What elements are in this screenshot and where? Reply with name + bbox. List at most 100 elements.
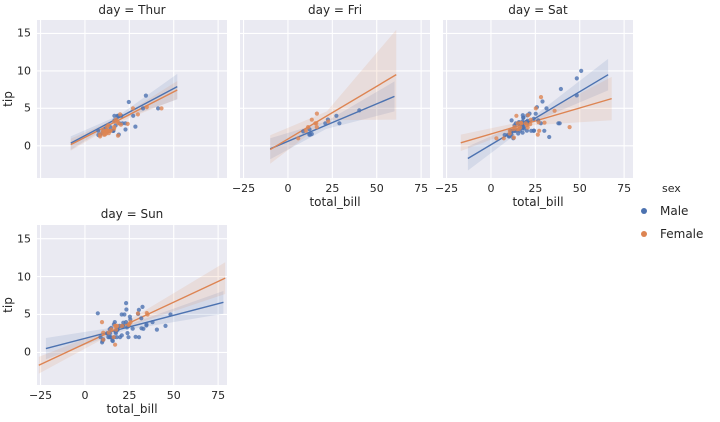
scatter-point-female bbox=[118, 112, 123, 117]
scatter-point-female bbox=[106, 330, 111, 335]
facet-panel bbox=[443, 20, 633, 178]
scatter-point-female bbox=[536, 120, 541, 125]
facet-panel bbox=[37, 225, 227, 385]
scatter-point-male bbox=[509, 118, 514, 123]
scatter-point-male bbox=[126, 335, 131, 340]
regression-line-male bbox=[70, 86, 178, 144]
facet-title-sat: day = Sat bbox=[508, 3, 568, 17]
regression-line-male bbox=[467, 74, 609, 160]
x-axis-label: total_bill bbox=[309, 195, 361, 209]
scatter-point-female bbox=[525, 125, 530, 130]
scatter-point-male bbox=[540, 99, 545, 104]
scatter-point-male bbox=[574, 93, 579, 98]
scatter-point-female bbox=[303, 128, 308, 133]
scatter-point-male bbox=[502, 132, 507, 138]
scatter-point-male bbox=[334, 113, 339, 118]
scatter-point-female bbox=[106, 123, 111, 128]
scatter-point-female bbox=[113, 327, 119, 332]
scatter-point-female bbox=[494, 136, 499, 141]
scatter-point-male bbox=[309, 131, 314, 137]
x-tick-label: 50 bbox=[166, 389, 181, 402]
female-marker-icon bbox=[641, 231, 647, 237]
legend-item-male: Male bbox=[641, 204, 703, 218]
scatter-point-male bbox=[529, 128, 534, 133]
scatter-point-female bbox=[135, 112, 140, 117]
scatter-point-male bbox=[110, 338, 115, 344]
scatter-point-female bbox=[538, 95, 544, 100]
y-tick-label: 0 bbox=[24, 139, 31, 153]
scatter-point-male bbox=[112, 320, 117, 325]
scatter-point-female bbox=[125, 121, 130, 126]
facet-title-thur: day = Thur bbox=[98, 3, 166, 17]
scatter-point-female bbox=[542, 120, 547, 125]
y-axis-label: tip bbox=[1, 297, 15, 313]
scatter-point-female bbox=[326, 119, 331, 124]
regression-line-female bbox=[269, 74, 397, 151]
scatter-point-female bbox=[115, 133, 121, 138]
scatter-point-male bbox=[144, 322, 149, 327]
y-tick-label: 10 bbox=[17, 270, 31, 284]
scatter-point-female bbox=[97, 132, 102, 137]
scatter-point-female bbox=[507, 128, 512, 133]
scatter-point-male bbox=[96, 128, 101, 133]
scatter-point-female bbox=[113, 342, 118, 347]
x-tick-label: −25 bbox=[28, 389, 53, 402]
scatter-point-female bbox=[159, 106, 164, 111]
facet-title-sun: day = Sun bbox=[100, 207, 164, 221]
legend: sex Male Female bbox=[636, 182, 703, 241]
scatter-point-male bbox=[520, 130, 525, 135]
scatter-point-male bbox=[123, 127, 128, 132]
scatter-point-male bbox=[133, 334, 138, 339]
scatter-point-female bbox=[528, 117, 533, 122]
y-axis-label: tip bbox=[1, 91, 15, 107]
scatter-point-female bbox=[115, 323, 120, 328]
scatter-point-male bbox=[516, 131, 521, 136]
y-tick-label: 5 bbox=[24, 307, 31, 321]
scatter-point-female bbox=[514, 113, 519, 118]
x-tick-label: 75 bbox=[414, 182, 429, 195]
scatter-point-female bbox=[552, 108, 557, 113]
scatter-point-male bbox=[150, 320, 155, 325]
scatter-point-female bbox=[111, 335, 116, 340]
x-tick-label: 75 bbox=[211, 389, 226, 402]
x-tick-label: 0 bbox=[81, 389, 89, 402]
regression-line-female bbox=[70, 89, 178, 146]
x-tick-label: 50 bbox=[572, 182, 587, 195]
scatter-point-female bbox=[101, 337, 106, 342]
scatter-point-female bbox=[537, 128, 542, 133]
scatter-point-male bbox=[156, 106, 161, 111]
scatter-point-male bbox=[524, 128, 530, 133]
x-tick-label: 50 bbox=[369, 182, 384, 195]
scatter-point-female bbox=[144, 310, 149, 316]
scatter-point-male bbox=[154, 327, 159, 332]
scatter-point-male bbox=[136, 307, 141, 312]
scatter-point-male bbox=[337, 121, 342, 126]
scatter-point-male bbox=[558, 86, 564, 92]
ci-band-female bbox=[38, 262, 226, 374]
scatter-point-male bbox=[143, 93, 148, 98]
x-tick-label: −25 bbox=[231, 182, 256, 195]
scatter-point-female bbox=[533, 106, 538, 111]
ci-band-male bbox=[270, 81, 395, 160]
scatter-point-female bbox=[515, 121, 520, 126]
x-tick-label: 75 bbox=[617, 182, 632, 195]
scatter-point-female bbox=[511, 135, 516, 140]
facet-panel bbox=[37, 20, 227, 178]
scatter-point-female bbox=[112, 119, 117, 124]
scatter-point-female bbox=[101, 330, 106, 335]
scatter-point-female bbox=[306, 125, 311, 130]
scatter-point-male bbox=[141, 326, 146, 331]
scatter-point-male bbox=[131, 113, 136, 118]
scatter-point-male bbox=[140, 304, 145, 309]
scatter-point-female bbox=[127, 321, 132, 327]
y-tick-label: 10 bbox=[17, 64, 31, 78]
scatter-point-female bbox=[99, 320, 105, 325]
scatter-point-female bbox=[519, 121, 524, 126]
scatter-point-male bbox=[547, 134, 552, 140]
scatter-point-female bbox=[512, 125, 517, 130]
x-axis-label: total_bill bbox=[106, 402, 158, 416]
scatter-point-female bbox=[314, 111, 319, 116]
scatter-point-male bbox=[544, 106, 549, 111]
scatter-point-male bbox=[163, 323, 168, 328]
scatter-point-male bbox=[95, 311, 100, 316]
